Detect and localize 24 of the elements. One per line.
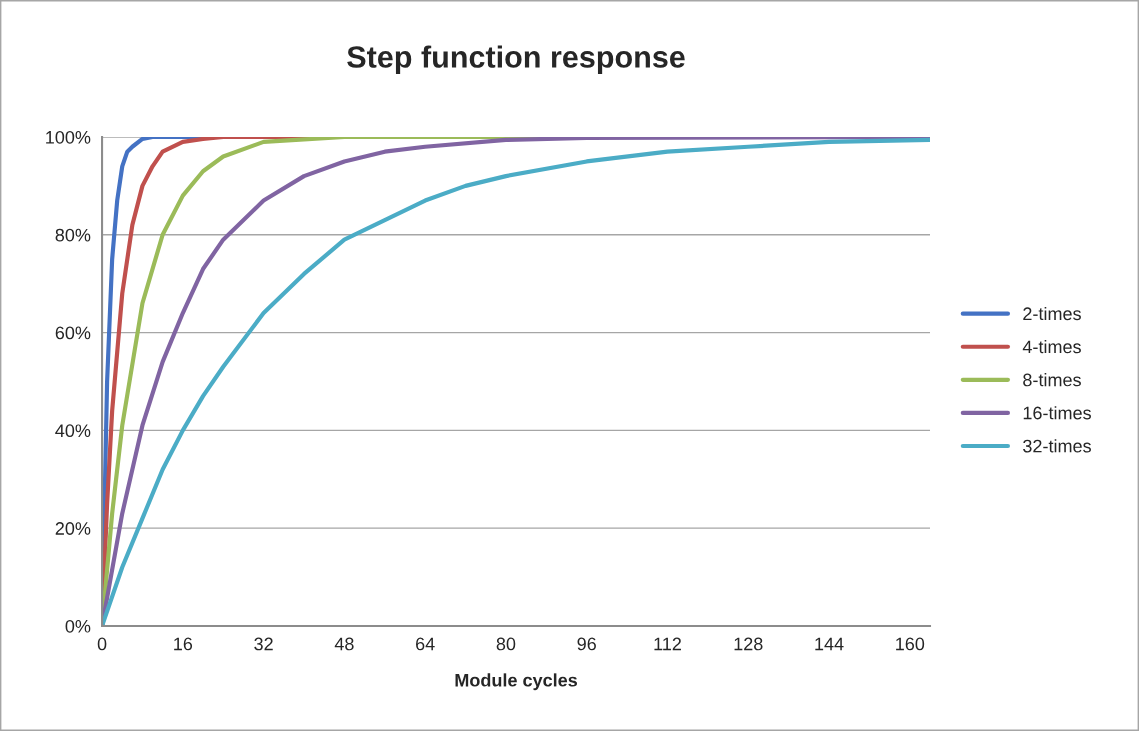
x-tick-label: 144 — [815, 637, 844, 651]
x-tick-label: 160 — [896, 637, 925, 651]
legend-label: 8-times — [1023, 373, 1081, 387]
x-axis-title: Module cycles — [455, 673, 577, 691]
x-tick-label: 112 — [654, 637, 681, 651]
x-tick-label: 16 — [174, 637, 193, 651]
y-tick-label: 20% — [55, 522, 91, 535]
y-tick-label: 100% — [46, 130, 91, 144]
x-tick-label: 0 — [97, 637, 107, 651]
y-tick-label: 40% — [55, 424, 91, 438]
x-tick-label: 48 — [334, 637, 354, 651]
legend-label: 32-times — [1023, 439, 1091, 453]
legend-label: 16-times — [1023, 406, 1091, 420]
chart-title: Step function response — [347, 45, 685, 74]
x-tick-label: 80 — [496, 637, 516, 651]
y-tick-label: 0% — [65, 619, 91, 633]
x-tick-label: 96 — [577, 637, 596, 651]
y-tick-label: 80% — [55, 228, 91, 242]
x-tick-label: 32 — [254, 637, 273, 651]
legend-label: 2-times — [1023, 306, 1081, 321]
x-tick-label: 128 — [734, 637, 763, 651]
x-tick-label: 64 — [416, 637, 435, 651]
legend-label: 4-times — [1022, 339, 1081, 354]
y-tick-label: 60% — [55, 326, 91, 340]
